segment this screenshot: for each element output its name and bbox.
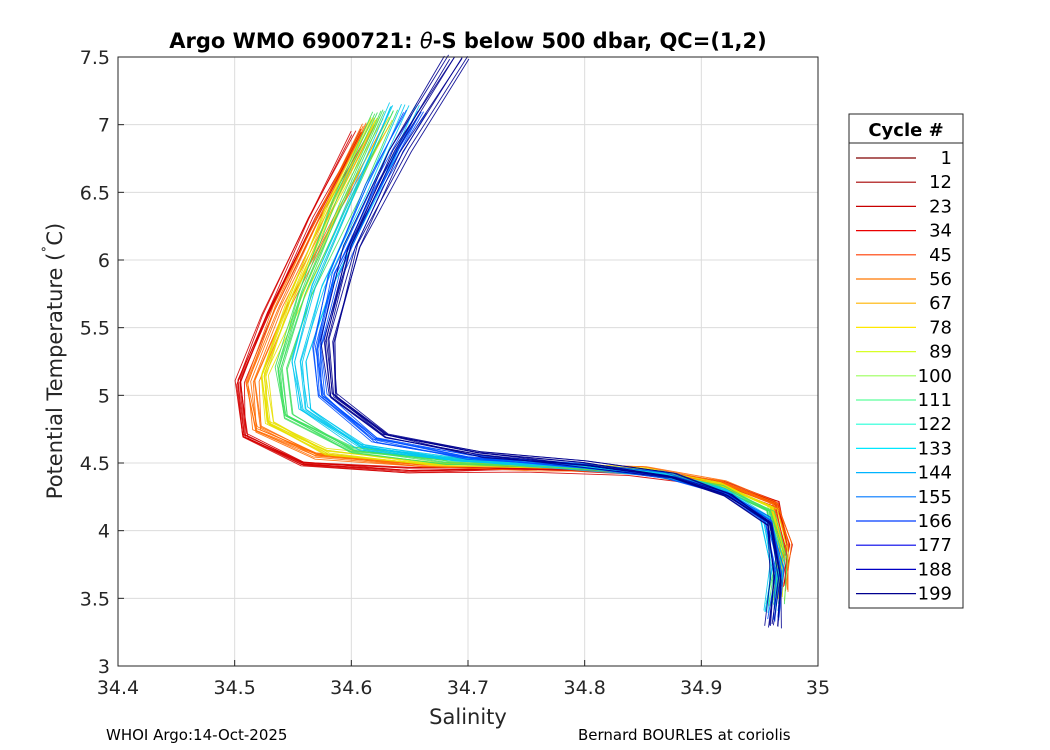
legend-label: 34 [929, 221, 952, 242]
x-tick-label: 34.5 [214, 677, 256, 699]
profile-line [333, 57, 782, 627]
profile-line [239, 130, 787, 582]
profile-line [239, 131, 791, 585]
profile-line [279, 109, 782, 607]
legend-label: 45 [929, 245, 952, 266]
profile-line [247, 123, 781, 590]
profile-line [274, 113, 777, 606]
legend-label: 177 [918, 535, 952, 556]
x-tick-label: 35 [806, 677, 830, 699]
x-tick-label: 34.9 [680, 677, 722, 699]
legend-label: 1 [941, 148, 952, 169]
y-tick-label: 3.5 [80, 588, 110, 610]
legend-entries: 1 12 23 34 45 56 67 78 89 100 111 122 133 144 155 166 17… [856, 148, 952, 605]
legend-label: 199 [918, 584, 952, 605]
x-tick-label: 34.4 [97, 677, 139, 699]
x-tick-label: 34.6 [330, 677, 372, 699]
y-tick-label: 3 [98, 656, 110, 678]
legend-label: 89 [929, 342, 952, 363]
y-tick-label: 5 [98, 385, 110, 407]
legend-label: 122 [918, 414, 952, 435]
legend-label: 100 [918, 366, 952, 387]
chart-title: Argo WMO 6900721: θ-S below 500 dbar, QC… [169, 29, 766, 53]
y-tick-label: 6 [98, 250, 110, 272]
y-tick-label: 5.5 [80, 318, 110, 340]
legend-label: 78 [929, 317, 952, 338]
profile-line [319, 111, 781, 617]
legend-label: 12 [929, 172, 952, 193]
y-tick-label: 6.5 [80, 182, 110, 204]
legend-label: 144 [918, 463, 952, 484]
profile-line [278, 110, 782, 605]
data-series [234, 54, 793, 629]
y-axis-label: Potential Temperature (˚C) [41, 223, 67, 499]
y-tick-label: 4 [98, 521, 110, 543]
legend-label: 23 [929, 196, 952, 217]
ticks: 34.4 34.5 34.6 34.7 34.8 34.9 35 3 3.5 4 4.5 5 5.5 6 6… [80, 47, 830, 699]
profile-line [327, 56, 779, 625]
x-axis-label: Salinity [429, 705, 507, 729]
y-tick-label: 7 [98, 115, 110, 137]
y-tick-label: 4.5 [80, 453, 110, 475]
legend-label: 67 [929, 293, 952, 314]
series-6 [320, 54, 782, 629]
legend-label: 56 [929, 269, 952, 290]
y-tick-label: 7.5 [80, 47, 110, 69]
profile-line [260, 117, 782, 597]
legend-box [848, 113, 964, 609]
footer-right: Bernard BOURLES at coriolis [578, 726, 791, 744]
legend-label: 111 [918, 390, 952, 411]
profile-line [247, 122, 782, 591]
legend-label: 166 [918, 511, 952, 532]
x-tick-label: 34.8 [564, 677, 606, 699]
legend-label: 188 [918, 559, 952, 580]
x-tick-label: 34.7 [447, 677, 489, 699]
footer-left: WHOI Argo:14-Oct-2025 [106, 726, 287, 744]
legend-title: Cycle # [868, 120, 943, 141]
legend-label: 155 [918, 487, 952, 508]
legend: Cycle # 1 12 23 34 45 56 67 78 89 100 111 122 133 144… [848, 113, 964, 609]
legend-label: 133 [918, 438, 952, 459]
